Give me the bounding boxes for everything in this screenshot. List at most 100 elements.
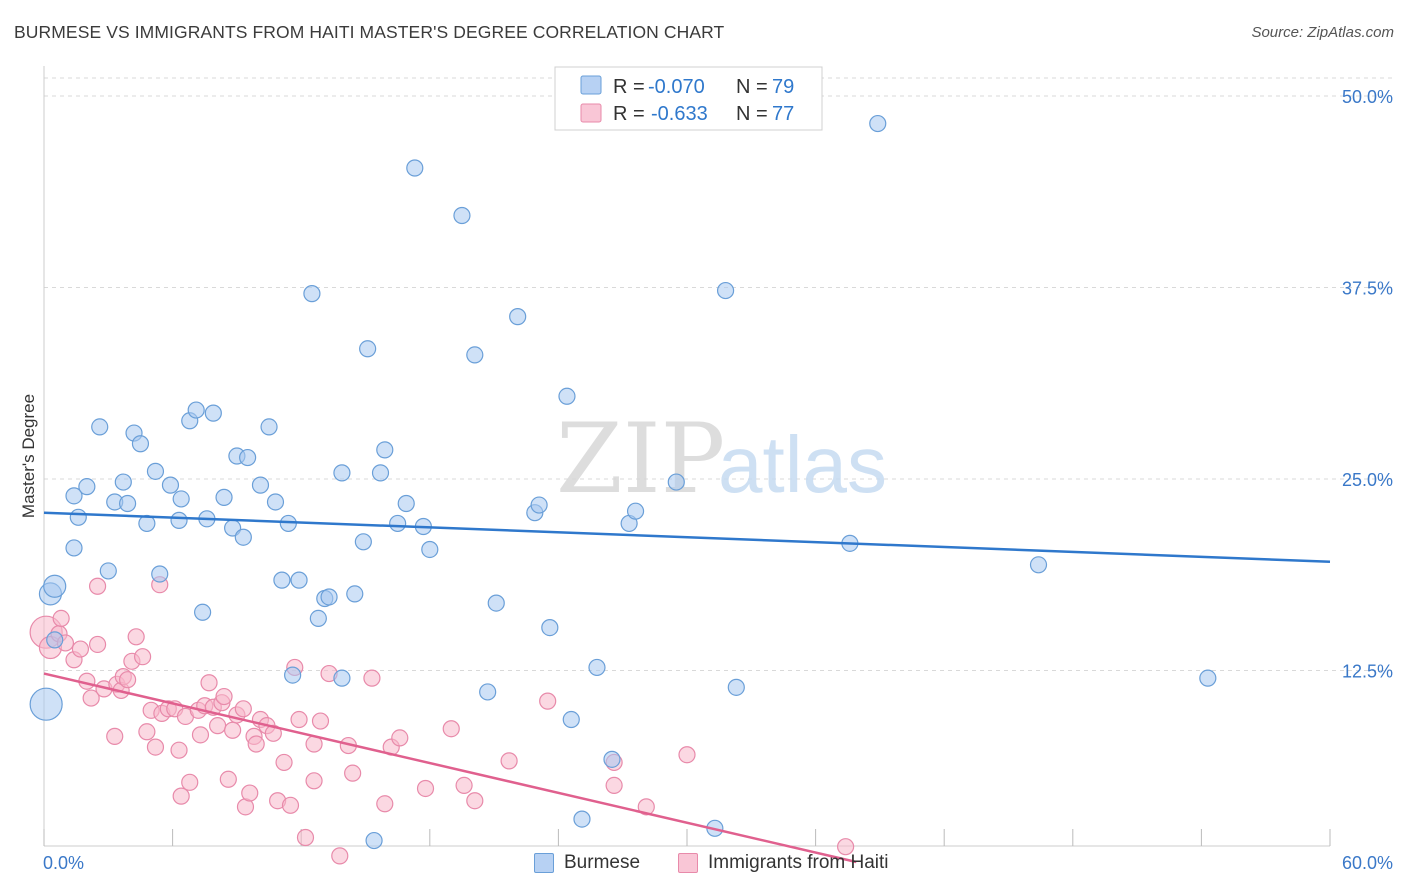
burmese-point bbox=[466, 346, 484, 364]
haiti-point bbox=[264, 724, 282, 742]
haiti-point bbox=[416, 779, 435, 798]
legend-n-label-1: N = bbox=[736, 76, 768, 98]
haiti-point bbox=[138, 723, 156, 741]
burmese-point bbox=[234, 528, 252, 546]
burmese-point bbox=[187, 401, 205, 419]
burmese-point bbox=[284, 666, 302, 684]
burmese-point bbox=[65, 487, 83, 505]
haiti-point bbox=[344, 764, 362, 782]
burmese-point bbox=[1199, 669, 1217, 687]
burmese-point bbox=[541, 619, 559, 637]
bottom-legend: Burmese Immigrants from Haiti bbox=[0, 852, 1406, 878]
burmese-point bbox=[530, 496, 548, 514]
y-tick-label: 12.5% bbox=[1342, 662, 1393, 682]
haiti-point bbox=[191, 726, 210, 744]
legend-n-label-2: N = bbox=[736, 103, 768, 125]
haiti-point bbox=[305, 772, 323, 790]
haiti-point bbox=[637, 798, 655, 816]
burmese-point bbox=[215, 488, 233, 506]
burmese-point bbox=[320, 588, 338, 606]
burmese-point bbox=[716, 281, 735, 300]
burmese-point bbox=[562, 710, 580, 729]
y-tick-label: 50.0% bbox=[1342, 87, 1393, 107]
burmese-point bbox=[453, 206, 471, 225]
burmese-point bbox=[479, 683, 497, 701]
burmese-point bbox=[260, 418, 278, 436]
burmese-point bbox=[46, 631, 64, 649]
haiti-point bbox=[500, 752, 518, 770]
haiti-point bbox=[52, 609, 70, 628]
haiti-point bbox=[170, 741, 188, 759]
burmese-point bbox=[151, 565, 169, 583]
legend-swatch-haiti bbox=[580, 103, 602, 123]
burmese-point bbox=[603, 750, 621, 768]
burmese-point bbox=[266, 493, 285, 511]
tick-labels: 12.5% 25.0% 37.5% 50.0% 0.0% 60.0% bbox=[43, 87, 1393, 873]
legend-r-value-1: -0.070 bbox=[648, 76, 705, 98]
watermark: ZIP atlas bbox=[556, 403, 887, 515]
haiti-point bbox=[133, 648, 152, 666]
legend-r-value-2: -0.633 bbox=[651, 103, 708, 125]
burmese-point bbox=[161, 476, 180, 494]
haiti-point bbox=[241, 784, 259, 802]
legend-n-value-1: 79 bbox=[772, 76, 794, 98]
burmese-point bbox=[65, 539, 83, 557]
burmese-point bbox=[406, 159, 424, 177]
legend-swatch-burmese bbox=[580, 75, 602, 95]
trendline-haiti bbox=[43, 672, 857, 864]
burmese-point bbox=[251, 476, 270, 494]
x-tick-label-max: 60.0% bbox=[1342, 853, 1393, 873]
haiti-point bbox=[181, 773, 199, 791]
haiti-point bbox=[106, 727, 124, 745]
haiti-point bbox=[88, 577, 107, 595]
burmese-point bbox=[69, 508, 87, 526]
haiti-point bbox=[275, 753, 293, 772]
burmese-point bbox=[558, 387, 576, 405]
haiti-point bbox=[219, 770, 237, 788]
haiti-point bbox=[118, 671, 137, 689]
haiti-point bbox=[234, 700, 252, 718]
haiti-point bbox=[455, 776, 473, 795]
burmese-point bbox=[397, 494, 415, 513]
burmese-point bbox=[354, 533, 372, 551]
haiti-point bbox=[363, 669, 381, 687]
burmese-point bbox=[194, 603, 212, 621]
legend-r-label-2: R = bbox=[613, 103, 645, 125]
burmese-point bbox=[273, 571, 291, 589]
burmese-point bbox=[309, 609, 327, 628]
burmese-point bbox=[389, 514, 407, 533]
burmese-point bbox=[667, 473, 685, 491]
haiti-point bbox=[224, 721, 242, 739]
legend-item-haiti[interactable]: Immigrants from Haiti bbox=[678, 852, 889, 874]
legend-item-burmese[interactable]: Burmese bbox=[534, 852, 640, 874]
burmese-point bbox=[172, 490, 190, 508]
burmese-point bbox=[573, 810, 591, 828]
haiti-point bbox=[296, 828, 315, 847]
burmese-point bbox=[204, 404, 222, 422]
trend-lines bbox=[43, 511, 1331, 864]
correlation-legend: R = -0.070 N = 79 R = -0.633 N = 77 bbox=[554, 66, 823, 131]
burmese-point bbox=[1029, 556, 1048, 574]
haiti-point bbox=[71, 640, 90, 658]
legend-label-haiti: Immigrants from Haiti bbox=[708, 852, 889, 873]
haiti-point bbox=[172, 787, 190, 805]
burmese-point bbox=[131, 435, 150, 453]
watermark-zip: ZIP bbox=[556, 403, 725, 515]
haiti-point bbox=[215, 687, 233, 706]
burmese-point bbox=[588, 658, 606, 677]
legend-n-value-2: 77 bbox=[772, 103, 794, 125]
haiti-point bbox=[247, 735, 265, 753]
haiti-point bbox=[605, 776, 623, 795]
series-haiti-points bbox=[29, 576, 855, 865]
haiti-point bbox=[678, 746, 696, 764]
haiti-point bbox=[209, 717, 227, 735]
legend-r-label-1: R = bbox=[613, 76, 645, 98]
legend-label-burmese: Burmese bbox=[564, 852, 641, 873]
haiti-point bbox=[146, 738, 165, 756]
haiti-point bbox=[82, 689, 100, 707]
haiti-point bbox=[311, 712, 330, 730]
haiti-point bbox=[391, 729, 409, 747]
burmese-point bbox=[509, 308, 527, 326]
haiti-point bbox=[539, 692, 557, 710]
chart-title: BURMESE VS IMMIGRANTS FROM HAITI MASTER'… bbox=[14, 22, 725, 42]
